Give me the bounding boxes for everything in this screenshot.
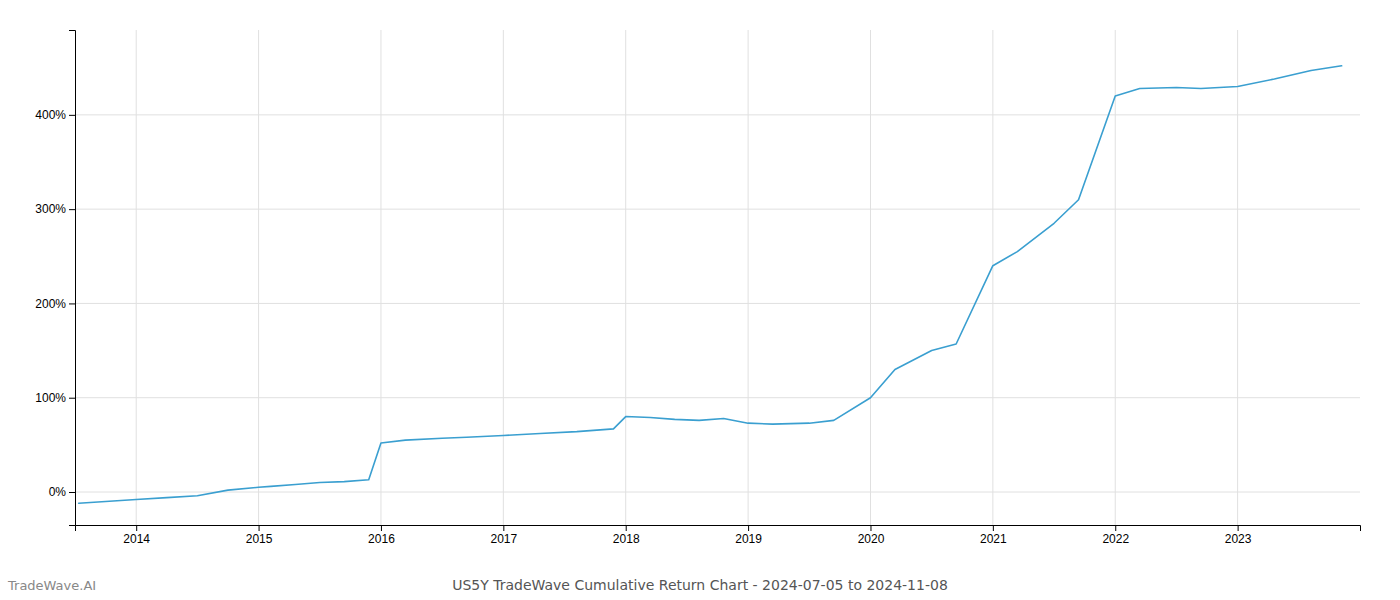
y-grid-line [75,209,1360,210]
x-tick: 2022 [1102,525,1129,546]
y-tick: 400% [35,108,75,122]
chart: 2014 2015 2016 2017 2018 2019 2020 2021 2022 2023… [0,0,1400,600]
x-tick-label: 2017 [490,532,517,546]
y-tick-mark [69,209,75,210]
y-grid-line [75,303,1360,304]
x-tick: 2020 [858,525,885,546]
x-tick: 2023 [1225,525,1252,546]
x-tick-mark [870,525,871,531]
y-axis-line [69,31,76,526]
x-tick-label: 2022 [1102,532,1129,546]
y-tick-label: 0% [49,485,67,499]
x-tick: 2019 [735,525,762,546]
x-tick-mark [748,525,749,531]
x-tick-mark [993,525,994,531]
x-grid-line [625,30,626,525]
y-grid-line [75,114,1360,115]
y-grid-line [75,397,1360,398]
watermark: TradeWave.AI [7,578,96,593]
x-grid-line [748,30,749,525]
x-tick-mark [259,525,260,531]
y-axis: 0% 100% 200% 300% 400% [35,31,75,526]
plot: 2014 2015 2016 2017 2018 2019 2020 2021 2022 2023… [35,30,1360,546]
x-tick: 2016 [368,525,395,546]
x-grid-line [380,30,381,525]
y-tick: 0% [49,485,75,499]
x-tick-label: 2016 [368,532,395,546]
y-tick-mark [69,398,75,399]
x-tick: 2017 [490,525,517,546]
x-tick-label: 2021 [980,532,1007,546]
y-tick-label: 200% [35,297,66,311]
y-tick: 100% [35,391,75,405]
x-tick: 2015 [246,525,273,546]
x-grid-line [992,30,993,525]
x-tick-mark [381,525,382,531]
x-tick: 2018 [613,525,640,546]
x-tick-label: 2023 [1225,532,1252,546]
line [79,66,1342,503]
y-tick-label: 400% [35,108,66,122]
x-axis-line [76,526,1361,532]
x-tick-label: 2020 [858,532,885,546]
grid [75,30,1360,525]
x-grid-line [1115,30,1116,525]
x-tick-mark [136,525,137,531]
y-tick: 300% [35,202,75,216]
y-tick-mark [69,115,75,116]
y-tick-mark [69,492,75,493]
x-tick-mark [1238,525,1239,531]
x-grid-line [870,30,871,525]
x-tick-label: 2019 [735,532,762,546]
x-tick-label: 2014 [123,532,150,546]
x-grid-line [503,30,504,525]
x-tick-mark [1115,525,1116,531]
y-tick: 200% [35,297,75,311]
x-tick: 2021 [980,525,1007,546]
x-tick-label: 2015 [246,532,273,546]
x-tick-mark [503,525,504,531]
x-grid-line [258,30,259,525]
y-tick-mark [69,303,75,304]
title: US5Y TradeWave Cumulative Return Chart -… [452,577,948,593]
x-tick-mark [626,525,627,531]
x-tick: 2014 [123,525,150,546]
x-grid-line [1237,30,1238,525]
x-grid-line [136,30,137,525]
y-grid-line [75,492,1360,493]
y-tick-label: 300% [35,202,66,216]
x-axis: 2014 2015 2016 2017 2018 2019 2020 2021 2022 2023 [76,525,1361,546]
y-tick-label: 100% [35,391,66,405]
marks [79,66,1342,503]
x-tick-label: 2018 [613,532,640,546]
